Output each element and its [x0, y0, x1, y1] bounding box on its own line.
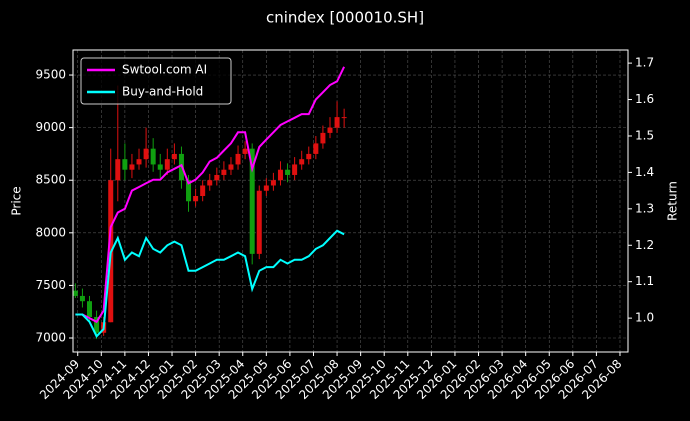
candle-body [256, 190, 262, 254]
return-line [75, 66, 346, 324]
candle-body [327, 127, 333, 133]
candle-body [94, 316, 100, 333]
candle-body [207, 180, 213, 186]
y2-tick-label: 1.5 [635, 128, 654, 142]
candle-body [79, 295, 85, 302]
candle-body [171, 153, 177, 160]
y-tick-label: 8000 [35, 225, 66, 239]
candle-body [129, 164, 135, 170]
candle-body [200, 185, 206, 197]
candle-body [115, 159, 121, 181]
candle-body [334, 117, 340, 128]
candle-body [320, 132, 326, 144]
candle-body [249, 148, 255, 254]
legend-box [80, 57, 232, 105]
y-tick-label: 9500 [35, 68, 66, 82]
candle-body [214, 174, 220, 181]
candle-body [270, 180, 276, 186]
y2-axis-label: Return [666, 181, 680, 221]
y2-tick-label: 1.2 [635, 238, 654, 252]
candle-body [87, 301, 93, 317]
candle-body [143, 148, 149, 160]
candle-body [306, 153, 312, 160]
chart-title: cnindex [000010.SH] [266, 9, 424, 27]
candle-body [164, 159, 170, 170]
candle-body [235, 153, 241, 165]
candle-body [263, 185, 269, 191]
y-tick-label: 8500 [35, 173, 66, 187]
candle-body [157, 164, 163, 170]
y2-tick-label: 1.6 [635, 92, 654, 106]
candle-body [228, 164, 234, 170]
legend-label: Buy-and-Hold [122, 85, 203, 99]
candle-body [299, 159, 305, 165]
candle-body [277, 169, 283, 181]
y2-tick-label: 1.4 [635, 165, 654, 179]
candle-body [242, 148, 248, 154]
y-tick-label: 7000 [35, 331, 66, 345]
candle-body [136, 159, 142, 165]
candle-body [313, 143, 319, 154]
y2-tick-label: 1.0 [635, 311, 654, 325]
y2-tick-label: 1.1 [635, 274, 654, 288]
candle-body [341, 117, 347, 119]
candle-body [72, 290, 78, 296]
candle-body [193, 196, 199, 202]
candle-body [285, 169, 291, 175]
legend-label: Swtool.com AI [122, 63, 207, 77]
candle-body [292, 164, 298, 175]
y-tick-label: 9000 [35, 120, 66, 134]
plot-frame [72, 49, 629, 353]
y-axis-label: Price [10, 186, 24, 215]
candle-body [221, 169, 227, 175]
y-tick-label: 7500 [35, 278, 66, 292]
candle-body [150, 148, 156, 165]
return-line [75, 229, 345, 339]
y2-tick-label: 1.7 [635, 56, 654, 70]
y2-tick-label: 1.3 [635, 201, 654, 215]
candle-body [186, 180, 192, 202]
candle-body [122, 159, 128, 170]
